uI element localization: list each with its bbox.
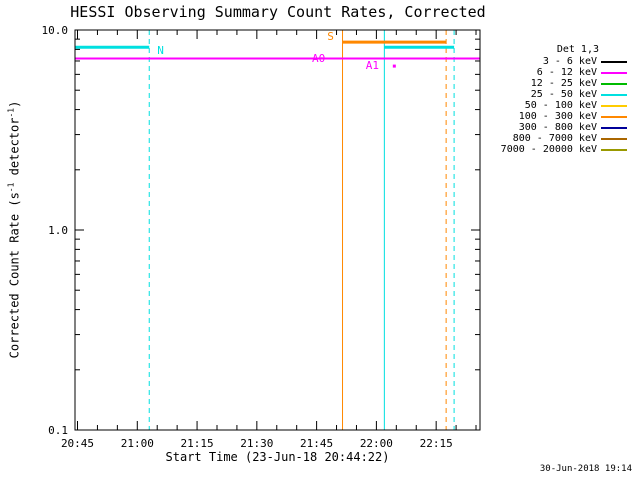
- legend-label: 3 - 6 keV: [542, 56, 597, 67]
- x-axis-label: Start Time (23-Jun-18 20:44:22): [165, 450, 390, 464]
- legend-item: 50 - 100 keV: [497, 100, 627, 111]
- legend-label: 50 - 100 keV: [524, 100, 597, 111]
- legend-header: Det 1,3: [556, 44, 599, 55]
- legend-item: 6 - 12 keV: [497, 67, 627, 78]
- flag-label-A1: A1: [366, 59, 379, 72]
- legend-color-line: [601, 60, 627, 63]
- legend-label: 800 - 7000 keV: [512, 133, 597, 144]
- chart-title: HESSI Observing Summary Count Rates, Cor…: [70, 3, 486, 21]
- plot-frame: [74, 29, 481, 431]
- y-axis-label: Corrected Count Rate (s-1 detector-1): [6, 100, 22, 359]
- flag-label-N: N: [157, 44, 164, 57]
- flag-label-A0: A0: [312, 52, 325, 65]
- x-tick-label: 22:15: [420, 437, 453, 450]
- y-tick-label: 10.0: [42, 24, 69, 37]
- plot-creation-timestamp: 30-Jun-2018 19:14: [539, 464, 632, 474]
- legend-color-line: [601, 148, 627, 151]
- x-tick-label: 21:30: [240, 437, 273, 450]
- legend-item: 3 - 6 keV: [497, 56, 627, 67]
- legend-label: 300 - 800 keV: [518, 122, 597, 133]
- legend: Det 1,3 3 - 6 keV 6 - 12 keV 12 - 25 keV 25…: [497, 44, 627, 155]
- legend-label: 100 - 300 keV: [518, 111, 597, 122]
- flag-label-S: S: [327, 30, 334, 43]
- x-tick-label: 21:45: [300, 437, 333, 450]
- legend-item: 300 - 800 keV: [497, 122, 627, 133]
- legend-label: 12 - 25 keV: [530, 78, 597, 89]
- legend-item: 7000 - 20000 keV: [497, 144, 627, 155]
- legend-color-line: [601, 71, 627, 74]
- legend-label: 6 - 12 keV: [536, 67, 597, 78]
- y-tick-label: 0.1: [48, 424, 68, 437]
- x-tick-label: 20:45: [61, 437, 94, 450]
- legend-color-line: [601, 115, 627, 118]
- y-tick-label: 1.0: [48, 224, 68, 237]
- x-tick-label: 22:00: [360, 437, 393, 450]
- legend-color-line: [601, 93, 627, 96]
- legend-color-line: [601, 82, 627, 85]
- legend-item: 12 - 25 keV: [497, 78, 627, 89]
- attenuator-a1-point: [392, 64, 396, 68]
- legend-item: 25 - 50 keV: [497, 89, 627, 100]
- legend-label: 25 - 50 keV: [530, 89, 597, 100]
- legend-item: 100 - 300 keV: [497, 111, 627, 122]
- x-tick-label: 21:15: [180, 437, 213, 450]
- legend-items: 3 - 6 keV 6 - 12 keV 12 - 25 keV 25 - 50 ke…: [497, 56, 627, 155]
- legend-color-line: [601, 104, 627, 107]
- legend-item: 800 - 7000 keV: [497, 133, 627, 144]
- x-tick-label: 21:00: [121, 437, 154, 450]
- legend-color-line: [601, 126, 627, 129]
- legend-label: 7000 - 20000 keV: [500, 144, 597, 155]
- legend-color-line: [601, 137, 627, 140]
